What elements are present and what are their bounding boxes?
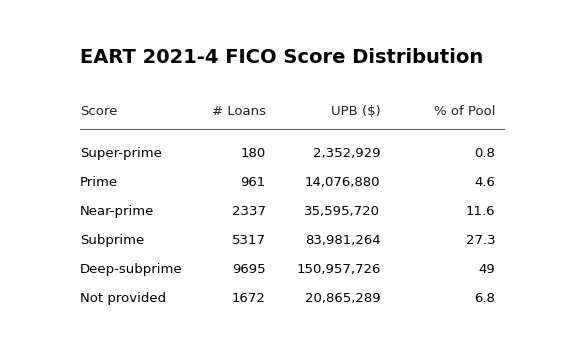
Text: Not provided: Not provided: [80, 292, 166, 305]
Text: 6.8: 6.8: [474, 292, 495, 305]
Text: 180: 180: [241, 147, 266, 160]
Text: # Loans: # Loans: [211, 105, 266, 118]
Text: UPB ($): UPB ($): [331, 105, 381, 118]
Text: Near-prime: Near-prime: [80, 205, 154, 218]
Text: Subprime: Subprime: [80, 234, 144, 247]
Text: 9695: 9695: [232, 263, 266, 276]
Text: 2337: 2337: [231, 205, 266, 218]
Text: 150,957,726: 150,957,726: [296, 263, 381, 276]
Text: 14,076,880: 14,076,880: [305, 176, 381, 189]
Text: Deep-subprime: Deep-subprime: [80, 263, 183, 276]
Text: 961: 961: [241, 176, 266, 189]
Text: 35,595,720: 35,595,720: [304, 205, 381, 218]
Text: 49: 49: [479, 263, 495, 276]
Text: 4.6: 4.6: [474, 176, 495, 189]
Text: 11.6: 11.6: [466, 205, 495, 218]
Text: 1672: 1672: [232, 292, 266, 305]
Text: 20,865,289: 20,865,289: [305, 292, 381, 305]
Text: 83,981,264: 83,981,264: [305, 234, 381, 247]
Text: 2,352,929: 2,352,929: [313, 147, 381, 160]
Text: 5317: 5317: [231, 234, 266, 247]
Text: 0.8: 0.8: [474, 147, 495, 160]
Text: EART 2021-4 FICO Score Distribution: EART 2021-4 FICO Score Distribution: [80, 48, 483, 67]
Text: Super-prime: Super-prime: [80, 147, 162, 160]
Text: Score: Score: [80, 105, 117, 118]
Text: Prime: Prime: [80, 176, 118, 189]
Text: 27.3: 27.3: [466, 234, 495, 247]
Text: % of Pool: % of Pool: [434, 105, 495, 118]
